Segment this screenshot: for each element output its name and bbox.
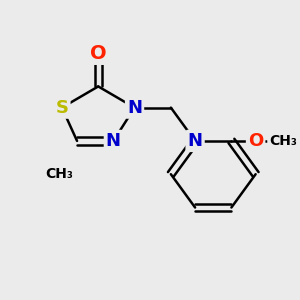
Text: O: O — [248, 132, 263, 150]
Text: N: N — [188, 132, 202, 150]
Text: N: N — [106, 132, 121, 150]
Text: CH₃: CH₃ — [269, 134, 297, 148]
Text: S: S — [56, 99, 68, 117]
Text: O: O — [90, 44, 106, 63]
Text: CH₃: CH₃ — [45, 167, 73, 181]
Text: N: N — [127, 99, 142, 117]
